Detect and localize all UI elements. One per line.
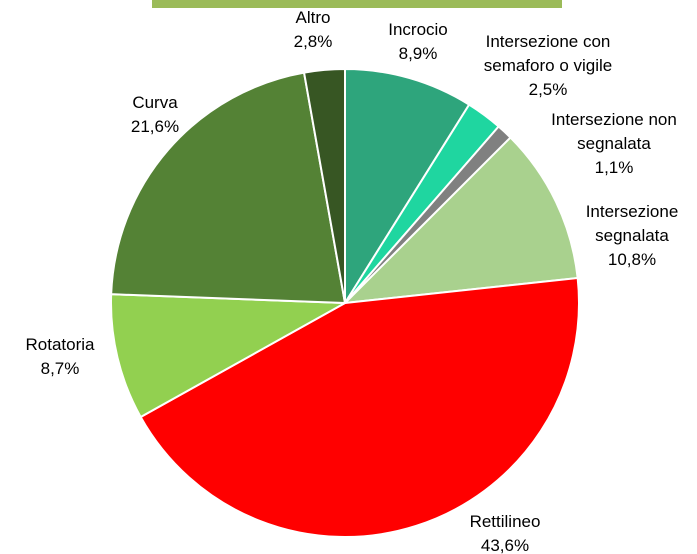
category-label: Rotatoria bbox=[25, 335, 95, 354]
category-label: Altro bbox=[295, 8, 331, 27]
value-label: 43,6% bbox=[480, 536, 530, 554]
value-label: 2,5% bbox=[528, 80, 568, 99]
slice-label: Intersezione con semaforo o vigile 2,5% bbox=[463, 30, 633, 102]
category-label: Intersezione non segnalata bbox=[551, 110, 677, 153]
pie-slice bbox=[110, 293, 349, 419]
category-label: Intersezione segnalata bbox=[585, 202, 679, 245]
pie-slice bbox=[139, 276, 580, 538]
value-label: 10,8% bbox=[607, 250, 657, 269]
slice-label: Curva 21,6% bbox=[100, 91, 210, 139]
slice-label: Altro 2,8% bbox=[273, 6, 353, 54]
category-label: Incrocio bbox=[388, 20, 448, 39]
slice-label: Incrocio 8,9% bbox=[358, 18, 478, 66]
category-label: Rettilineo bbox=[469, 512, 541, 531]
value-label: 2,8% bbox=[293, 32, 333, 51]
value-label: 8,9% bbox=[398, 44, 438, 63]
header-bar bbox=[152, 0, 562, 8]
value-label: 8,7% bbox=[40, 359, 80, 378]
pie-slice bbox=[344, 67, 471, 307]
value-label: 1,1% bbox=[594, 158, 634, 177]
pie-slice bbox=[302, 67, 346, 304]
slice-label: Rotatoria 8,7% bbox=[5, 333, 115, 381]
slice-label: Rettilineo 43,6% bbox=[445, 510, 565, 554]
slice-label: Intersezione non segnalata 1,1% bbox=[529, 108, 697, 180]
slice-label: Intersezione segnalata 10,8% bbox=[567, 200, 697, 272]
pie-slice bbox=[110, 71, 347, 305]
value-label: 21,6% bbox=[130, 117, 180, 136]
category-label: Curva bbox=[132, 93, 178, 112]
pie-slice bbox=[342, 136, 579, 305]
category-label: Intersezione con semaforo o vigile bbox=[483, 32, 613, 75]
